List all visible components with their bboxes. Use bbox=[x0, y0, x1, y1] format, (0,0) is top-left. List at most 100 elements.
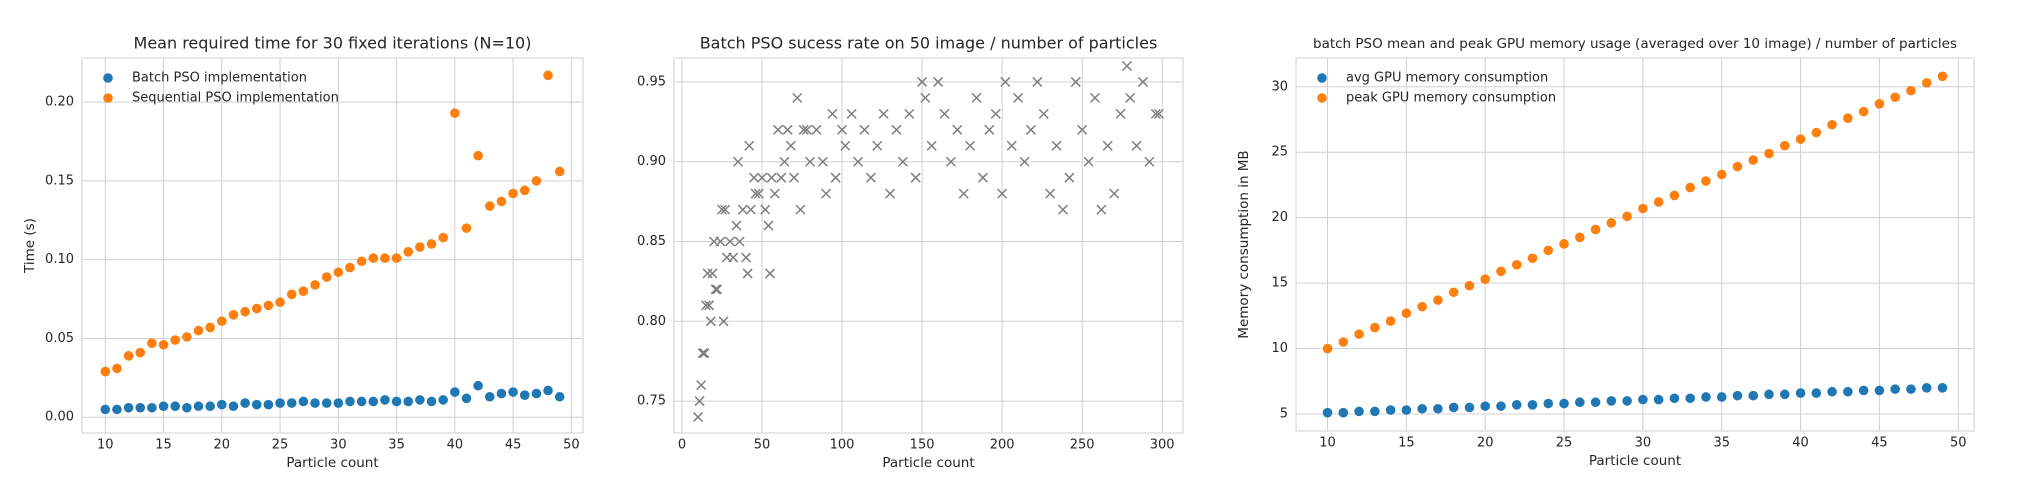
data-point bbox=[757, 172, 768, 183]
data-point bbox=[519, 390, 530, 400]
data-point bbox=[1096, 204, 1107, 215]
data-point bbox=[275, 297, 285, 308]
data-point bbox=[1070, 76, 1081, 87]
data-point bbox=[710, 284, 721, 295]
data-point bbox=[205, 322, 215, 333]
data-point bbox=[403, 396, 414, 407]
data-point bbox=[1401, 308, 1412, 319]
y-tick-label: 0.75 bbox=[637, 394, 666, 409]
y-tick-label: 0.80 bbox=[637, 314, 666, 329]
data-point bbox=[543, 70, 553, 81]
data-point bbox=[965, 140, 976, 151]
data-point bbox=[728, 252, 739, 263]
data-point bbox=[1890, 92, 1900, 103]
data-point bbox=[811, 124, 822, 135]
data-point bbox=[1527, 253, 1538, 264]
data-point bbox=[1144, 156, 1155, 167]
data-point bbox=[1890, 384, 1900, 394]
data-point bbox=[1638, 203, 1648, 214]
data-point bbox=[776, 172, 787, 183]
data-point bbox=[830, 172, 841, 183]
data-point bbox=[1496, 266, 1506, 277]
data-point bbox=[1811, 388, 1822, 398]
data-point bbox=[897, 156, 908, 167]
data-point bbox=[760, 204, 771, 215]
y-tick-label: 0.00 bbox=[45, 410, 74, 425]
data-point bbox=[438, 232, 448, 243]
data-point bbox=[228, 401, 239, 412]
y-tick-label: 0.90 bbox=[637, 154, 666, 169]
data-point bbox=[763, 220, 774, 231]
data-point bbox=[298, 286, 309, 296]
data-point bbox=[496, 388, 507, 399]
data-point bbox=[426, 239, 437, 249]
data-point bbox=[1417, 403, 1427, 414]
y-tick-label: 0.15 bbox=[45, 173, 74, 188]
data-point bbox=[228, 310, 239, 320]
data-point bbox=[368, 253, 379, 263]
y-tick-label: 5 bbox=[1280, 406, 1288, 421]
data-point bbox=[251, 303, 262, 314]
data-point bbox=[112, 363, 122, 374]
data-point bbox=[853, 156, 864, 167]
data-point bbox=[971, 92, 982, 103]
data-point bbox=[1433, 295, 1443, 305]
y-tick-label: 0.05 bbox=[45, 331, 74, 346]
data-point bbox=[696, 380, 707, 391]
data-point bbox=[734, 236, 745, 247]
y-axis-label: Time (s) bbox=[22, 218, 38, 274]
data-point bbox=[885, 188, 896, 199]
data-point bbox=[753, 188, 764, 199]
data-point bbox=[789, 172, 800, 183]
data-point bbox=[473, 150, 483, 161]
data-point bbox=[1764, 148, 1774, 159]
x-tick-label: 45 bbox=[1871, 436, 1888, 451]
axes-frame bbox=[1295, 57, 1975, 432]
data-point bbox=[345, 262, 355, 273]
data-point bbox=[1559, 239, 1569, 249]
data-point bbox=[1511, 400, 1522, 410]
data-point bbox=[1606, 396, 1617, 406]
y-tick-label: 0.10 bbox=[45, 252, 74, 267]
data-point bbox=[240, 398, 250, 408]
data-point bbox=[1322, 343, 1333, 354]
data-point bbox=[1464, 402, 1475, 413]
data-point bbox=[997, 188, 1008, 199]
data-point bbox=[391, 396, 402, 407]
x-tick-label: 15 bbox=[155, 438, 172, 453]
x-tick-label: 50 bbox=[754, 438, 771, 453]
data-point bbox=[217, 399, 227, 410]
x-axis-label: Particle count bbox=[286, 455, 378, 471]
data-point bbox=[1764, 389, 1774, 400]
data-point bbox=[554, 391, 565, 402]
data-point bbox=[1083, 156, 1094, 167]
x-axis-label: Particle count bbox=[882, 455, 974, 471]
y-tick-label: 25 bbox=[1271, 145, 1288, 160]
data-point bbox=[1077, 124, 1088, 135]
data-point bbox=[1464, 280, 1475, 291]
data-point bbox=[1137, 76, 1149, 87]
data-point bbox=[484, 391, 495, 402]
data-point bbox=[1843, 113, 1853, 124]
data-point bbox=[1622, 211, 1632, 222]
data-point bbox=[1038, 108, 1049, 119]
data-point bbox=[745, 204, 756, 215]
data-point bbox=[380, 395, 390, 405]
data-point bbox=[217, 316, 227, 326]
x-tick-label: 300 bbox=[1150, 438, 1175, 453]
data-point bbox=[1354, 329, 1364, 339]
data-point bbox=[263, 300, 274, 311]
legend-label: peak GPU memory consumption bbox=[1346, 91, 1556, 106]
data-point bbox=[765, 268, 776, 279]
data-point bbox=[865, 172, 876, 183]
axes-frame bbox=[673, 57, 1184, 434]
data-point bbox=[1716, 169, 1727, 180]
data-point bbox=[1779, 140, 1790, 151]
data-point bbox=[368, 396, 379, 407]
data-point bbox=[251, 399, 262, 410]
data-point bbox=[952, 124, 963, 135]
data-point bbox=[1795, 388, 1806, 398]
data-point bbox=[805, 156, 816, 167]
data-point bbox=[1051, 140, 1062, 151]
data-point bbox=[123, 350, 134, 361]
